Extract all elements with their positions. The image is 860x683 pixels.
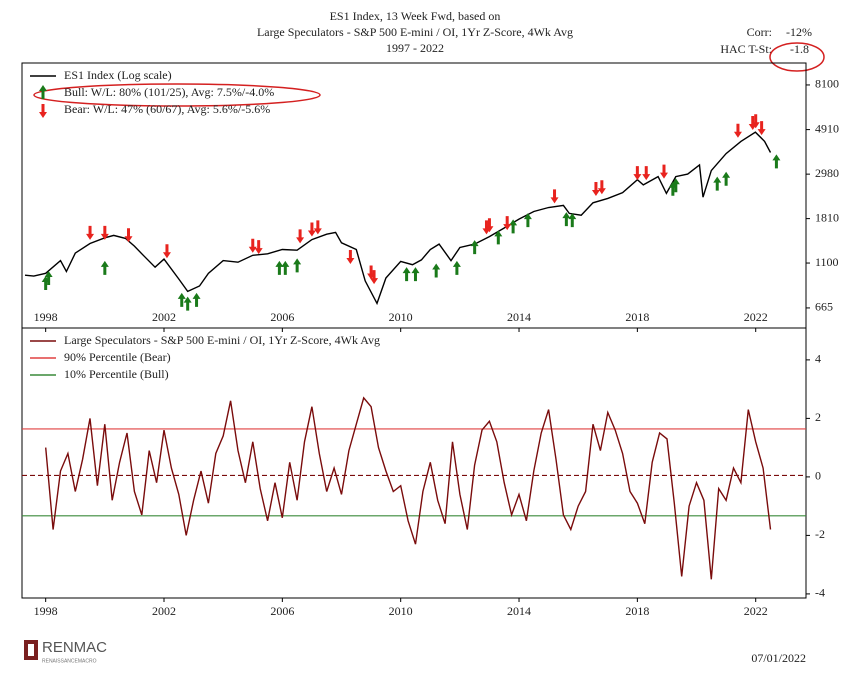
bear-arrow [633, 166, 642, 181]
bull-arrow [562, 212, 571, 227]
bull-arrow [470, 240, 479, 255]
x-tick-label: 2002 [152, 310, 176, 324]
bear-arrow [550, 189, 559, 204]
data-line [45, 396, 772, 580]
x-tick-label: 2022 [744, 604, 768, 618]
bull-arrow [192, 292, 201, 307]
bear-arrow [642, 166, 651, 181]
x-tick-label: 2006 [270, 310, 294, 324]
bear-arrow [503, 216, 512, 231]
y-tick-label: 2 [815, 410, 821, 424]
logo-sub: RENAISSANCEMACRO [42, 658, 97, 664]
stat-label: Corr: [747, 25, 772, 39]
stat-value: -12% [786, 25, 812, 39]
bear-arrow [124, 228, 133, 243]
date: 07/01/2022 [751, 651, 806, 665]
bull-arrow [281, 260, 290, 275]
bear-arrow [39, 104, 47, 118]
bull-arrow [402, 267, 411, 282]
title-line: Large Speculators - S&P 500 E-mini / OI,… [257, 25, 573, 39]
bear-arrow [659, 164, 668, 179]
bear-arrow [296, 229, 305, 244]
bear-arrow [733, 123, 742, 138]
y-tick-label: 4910 [815, 121, 839, 135]
x-tick-label: 2002 [152, 604, 176, 618]
legend-label: Bear: W/L: 47% (60/67), Avg: 5.6%/-5.6% [64, 102, 270, 116]
bear-arrow [100, 225, 109, 240]
bull-arrow [772, 154, 781, 169]
plot-frame [21, 327, 807, 599]
y-tick-label: -4 [815, 586, 825, 600]
bear-arrow [86, 225, 95, 240]
bull-arrow [452, 260, 461, 275]
bear-arrow [307, 222, 316, 237]
y-tick-label: -2 [815, 527, 825, 541]
x-tick-label: 1998 [34, 604, 58, 618]
bull-arrow [509, 219, 518, 234]
stat-value: -1.8 [790, 42, 809, 56]
x-tick-label: 2006 [270, 604, 294, 618]
bear-arrow [346, 250, 355, 265]
bear-arrow [757, 121, 766, 136]
y-tick-label: 665 [815, 300, 833, 314]
y-tick-label: 8100 [815, 77, 839, 91]
logo: RENMAC [42, 639, 107, 656]
stat-label: HAC T-St: [720, 42, 772, 56]
bull-arrow [293, 258, 302, 273]
bull-arrow [722, 171, 731, 186]
bull-arrow [494, 230, 503, 245]
bear-arrow [248, 238, 257, 253]
highlight-circle [769, 42, 825, 72]
x-tick-label: 2014 [507, 310, 531, 324]
bull-arrow [44, 270, 53, 285]
logo-icon [28, 644, 34, 656]
x-tick-label: 2010 [389, 310, 413, 324]
y-tick-label: 2980 [815, 166, 839, 180]
bull-arrow [523, 213, 532, 228]
bull-arrow [671, 178, 680, 193]
bull-arrow [275, 260, 284, 275]
title-line: 1997 - 2022 [386, 41, 444, 55]
bear-arrow [597, 180, 606, 195]
bear-arrow [591, 182, 600, 197]
title-line: ES1 Index, 13 Week Fwd, based on [330, 9, 501, 23]
bull-arrow [100, 260, 109, 275]
x-tick-label: 2018 [625, 604, 649, 618]
bear-arrow [370, 270, 379, 285]
bear-arrow [162, 244, 171, 259]
data-line [24, 131, 772, 306]
bear-arrow [313, 220, 322, 235]
legend-label: 10% Percentile (Bull) [64, 367, 169, 381]
y-tick-label: 4 [815, 352, 821, 366]
bull-arrow [411, 267, 420, 282]
x-tick-label: 2014 [507, 604, 531, 618]
x-tick-label: 2022 [744, 310, 768, 324]
y-tick-label: 0 [815, 469, 821, 483]
legend-label: Large Speculators - S&P 500 E-mini / OI,… [64, 333, 380, 347]
bull-arrow [713, 176, 722, 191]
legend-label: ES1 Index (Log scale) [64, 68, 172, 82]
bull-arrow [183, 296, 192, 311]
bear-arrow [485, 218, 494, 233]
legend-label: Bull: W/L: 80% (101/25), Avg: 7.5%/-4.0% [64, 85, 274, 99]
x-tick-label: 2018 [625, 310, 649, 324]
highlight-circle [33, 83, 321, 107]
bear-arrow [751, 114, 760, 129]
bull-arrow [432, 263, 441, 278]
x-tick-label: 2010 [389, 604, 413, 618]
y-tick-label: 1100 [815, 255, 839, 269]
bull-arrow [177, 292, 186, 307]
bear-arrow [254, 240, 263, 255]
x-tick-label: 1998 [34, 310, 58, 324]
bull-arrow [39, 85, 47, 99]
bull-arrow [568, 213, 577, 228]
legend-label: 90% Percentile (Bear) [64, 350, 171, 364]
y-tick-label: 1810 [815, 210, 839, 224]
